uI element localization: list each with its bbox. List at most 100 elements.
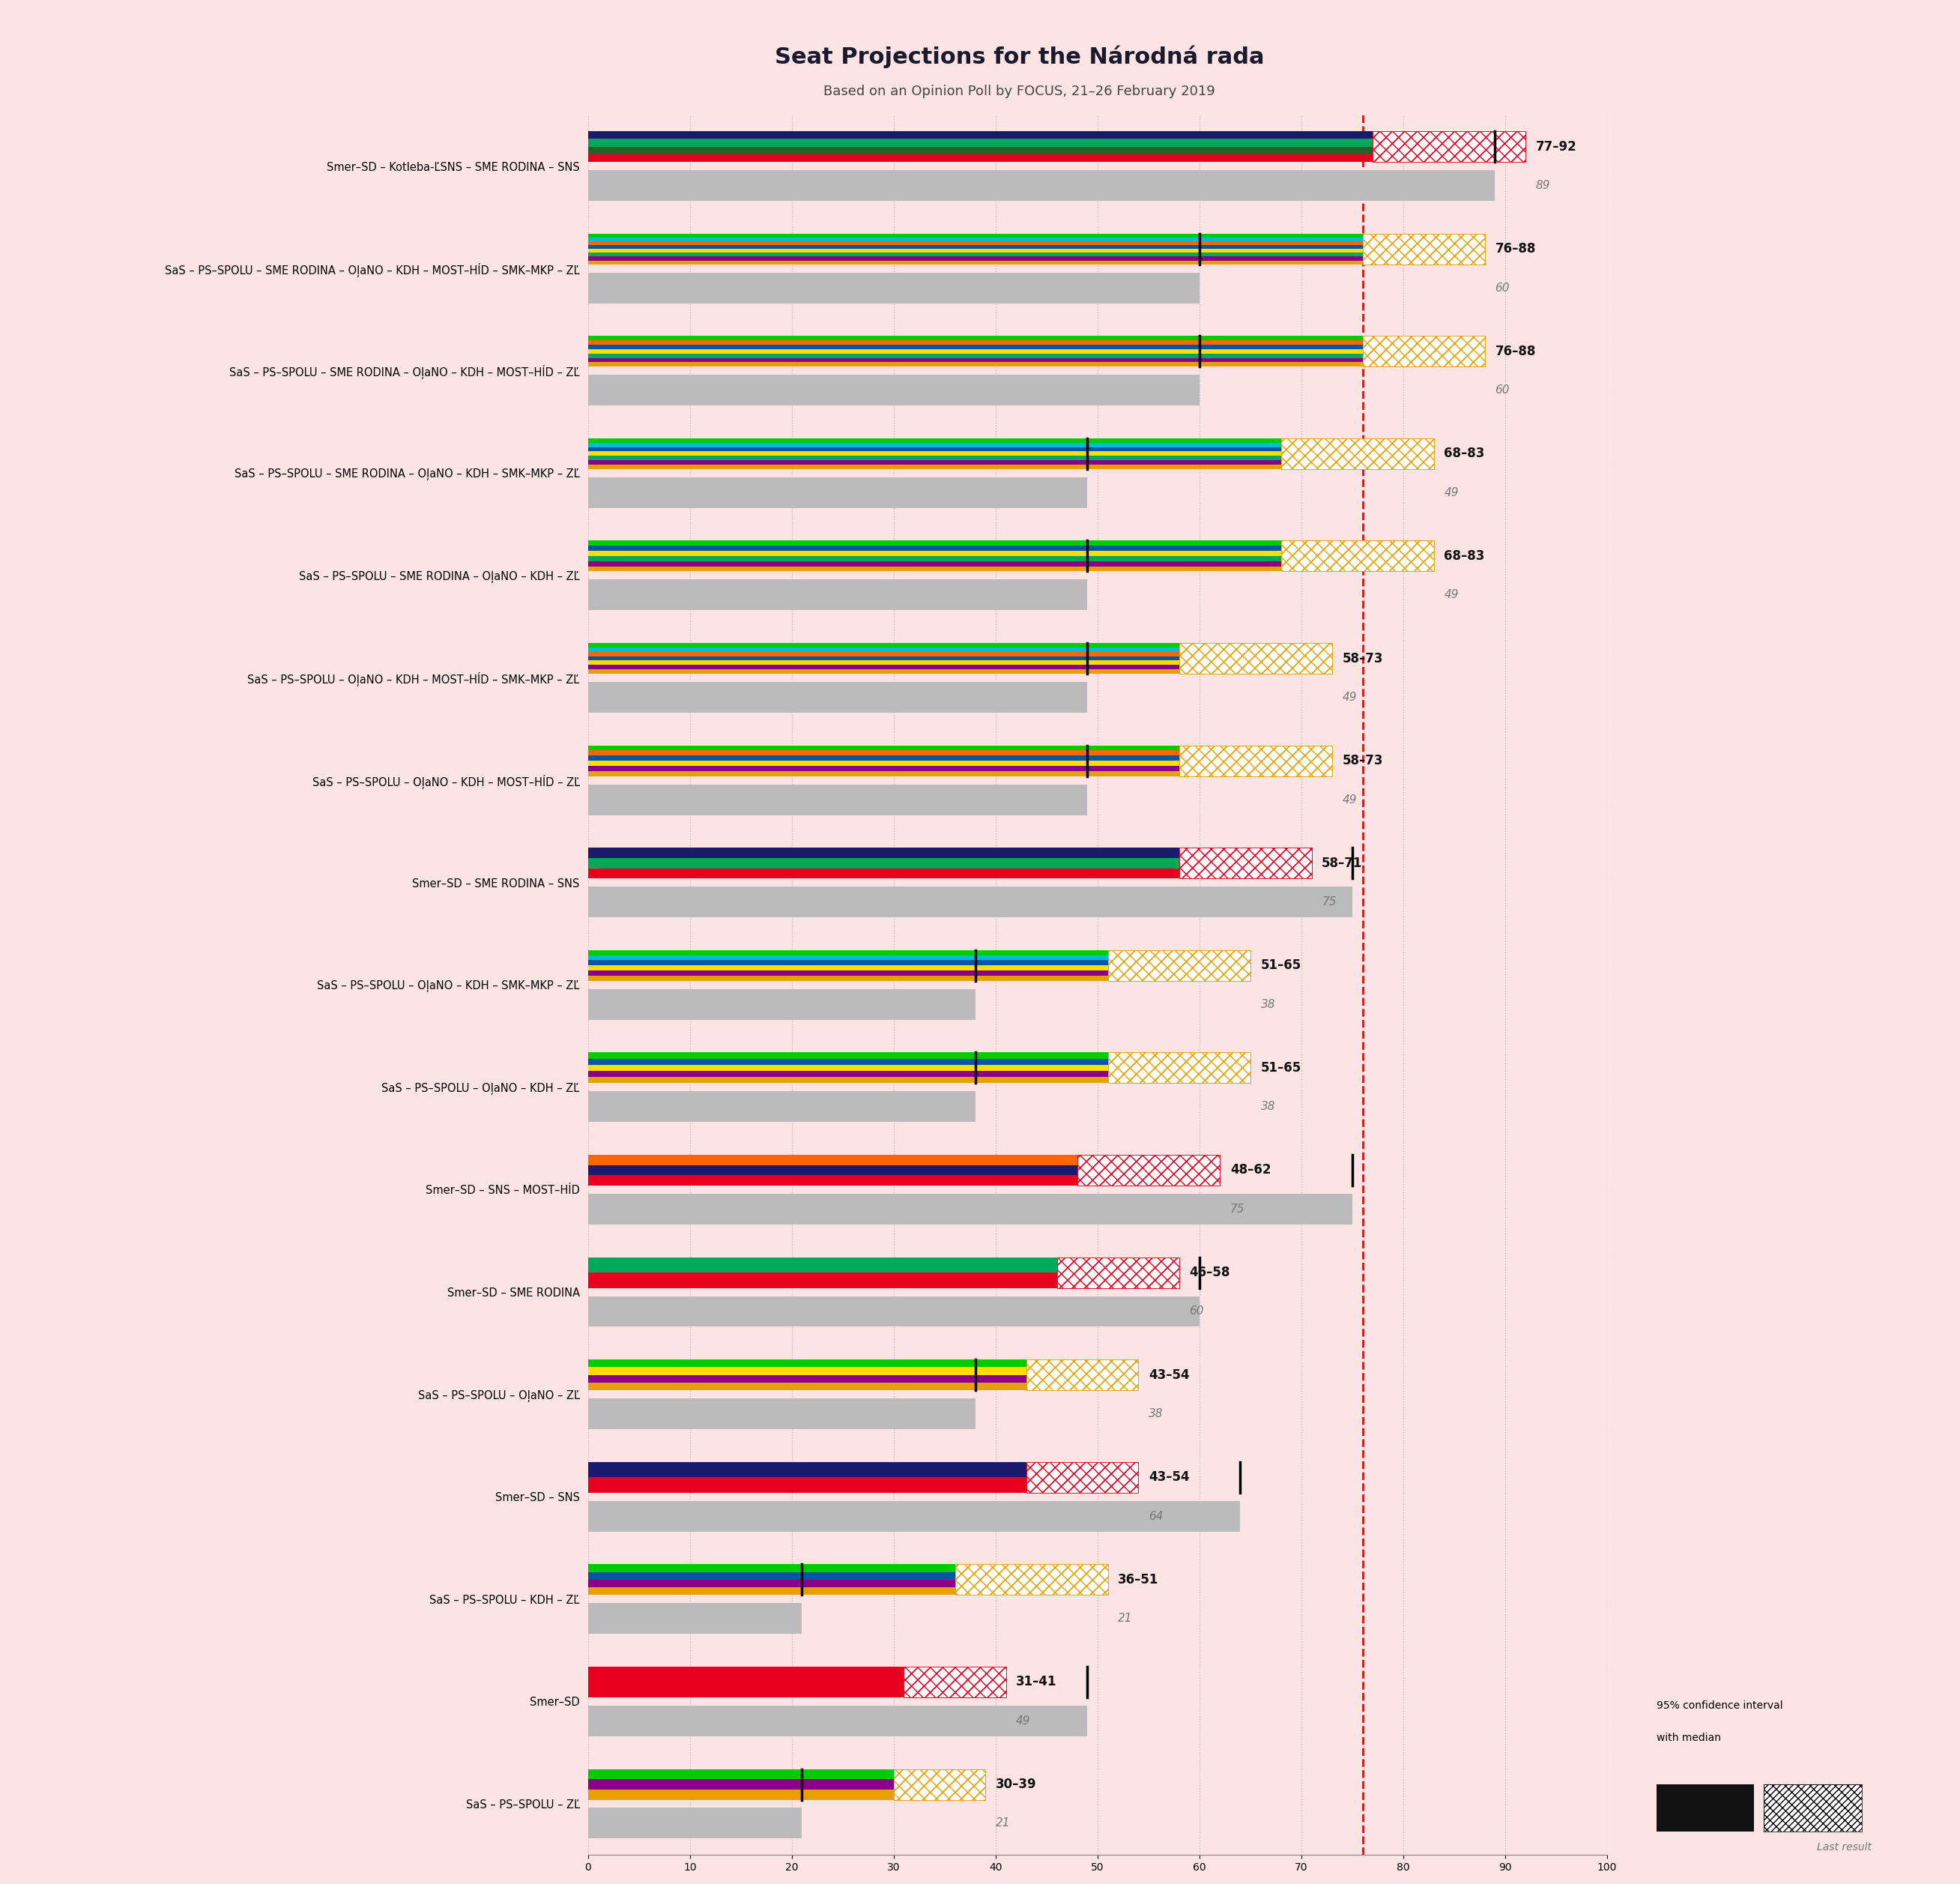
Bar bbox=[588, 1571, 955, 1579]
Bar bbox=[1027, 1462, 1139, 1492]
Text: 75: 75 bbox=[1231, 1204, 1245, 1215]
Text: 76–88: 76–88 bbox=[1495, 345, 1537, 358]
Bar bbox=[588, 1257, 1056, 1272]
Bar bbox=[588, 652, 1180, 656]
Bar bbox=[1056, 1257, 1180, 1289]
Bar bbox=[588, 260, 1362, 264]
Text: 49: 49 bbox=[1015, 1714, 1031, 1726]
Bar bbox=[1107, 1053, 1250, 1083]
Text: 75: 75 bbox=[1321, 897, 1337, 908]
Bar bbox=[1372, 132, 1525, 162]
Bar bbox=[588, 1477, 1027, 1492]
Bar bbox=[588, 580, 1088, 610]
Bar bbox=[588, 1502, 1241, 1532]
Bar bbox=[588, 147, 1372, 154]
Text: 49: 49 bbox=[1445, 590, 1458, 601]
Bar bbox=[588, 887, 1352, 918]
Bar bbox=[588, 1705, 1088, 1737]
Bar bbox=[588, 1053, 1107, 1059]
Bar bbox=[588, 541, 1282, 546]
Bar bbox=[904, 1667, 1005, 1697]
Bar bbox=[1107, 1053, 1250, 1083]
Bar bbox=[588, 1579, 955, 1588]
Bar bbox=[1078, 1155, 1219, 1185]
Bar bbox=[588, 456, 1282, 460]
Bar bbox=[588, 132, 1372, 139]
Bar bbox=[588, 848, 1180, 857]
Bar bbox=[588, 452, 1282, 456]
Bar bbox=[588, 767, 1180, 771]
Bar bbox=[588, 273, 1200, 303]
Text: Based on an Opinion Poll by FOCUS, 21–26 February 2019: Based on an Opinion Poll by FOCUS, 21–26… bbox=[823, 85, 1215, 98]
Text: with median: with median bbox=[1656, 1733, 1721, 1743]
Bar bbox=[955, 1564, 1107, 1596]
Bar bbox=[588, 1564, 955, 1571]
Bar bbox=[588, 1667, 904, 1697]
Bar bbox=[588, 1296, 1200, 1326]
Bar bbox=[588, 989, 976, 1019]
Bar bbox=[588, 439, 1282, 443]
Bar bbox=[588, 1383, 1027, 1390]
Bar bbox=[1282, 439, 1435, 469]
Text: 21: 21 bbox=[1117, 1613, 1133, 1624]
Text: 43–54: 43–54 bbox=[1149, 1471, 1190, 1485]
Bar bbox=[588, 375, 1200, 405]
Bar bbox=[1372, 132, 1525, 162]
Bar bbox=[588, 1176, 1078, 1185]
Bar bbox=[588, 567, 1282, 571]
Bar bbox=[1180, 848, 1311, 878]
Bar bbox=[1282, 439, 1435, 469]
Bar bbox=[1107, 1053, 1250, 1083]
Bar bbox=[588, 784, 1088, 816]
Bar bbox=[588, 550, 1282, 556]
Bar bbox=[1180, 746, 1333, 776]
Bar bbox=[1027, 1360, 1139, 1390]
Bar bbox=[1180, 848, 1311, 878]
Bar bbox=[588, 154, 1372, 162]
Bar bbox=[588, 755, 1180, 761]
Bar bbox=[588, 1368, 1027, 1375]
Text: 51–65: 51–65 bbox=[1260, 1061, 1301, 1074]
Bar bbox=[588, 1778, 894, 1790]
Bar bbox=[894, 1769, 986, 1799]
Bar bbox=[588, 1809, 802, 1839]
Bar bbox=[588, 256, 1362, 260]
Bar bbox=[588, 349, 1362, 354]
Text: 95% confidence interval: 95% confidence interval bbox=[1656, 1701, 1782, 1711]
Bar bbox=[588, 139, 1372, 147]
Bar bbox=[1372, 132, 1525, 162]
Bar bbox=[588, 1272, 1056, 1289]
Bar bbox=[588, 465, 1282, 469]
Bar bbox=[588, 561, 1282, 567]
Bar bbox=[588, 1194, 1352, 1225]
Bar bbox=[1362, 335, 1486, 367]
Bar bbox=[588, 1790, 894, 1799]
Text: 68–83: 68–83 bbox=[1445, 447, 1486, 460]
Bar bbox=[1362, 335, 1486, 367]
Bar bbox=[1180, 746, 1333, 776]
Bar bbox=[588, 1091, 976, 1123]
Text: 77–92: 77–92 bbox=[1537, 139, 1578, 153]
Bar bbox=[588, 354, 1362, 358]
Bar bbox=[588, 750, 1180, 755]
Bar bbox=[1362, 335, 1486, 367]
Bar bbox=[1027, 1360, 1139, 1390]
Bar bbox=[588, 761, 1180, 767]
Bar bbox=[588, 669, 1180, 674]
Bar bbox=[588, 252, 1362, 256]
Bar bbox=[588, 656, 1180, 661]
Bar bbox=[588, 1462, 1027, 1477]
Bar bbox=[588, 249, 1362, 252]
Bar bbox=[588, 447, 1282, 452]
Bar bbox=[904, 1667, 1005, 1697]
Bar bbox=[1107, 950, 1250, 982]
Text: 60: 60 bbox=[1495, 283, 1509, 294]
Bar bbox=[1362, 234, 1486, 264]
Bar bbox=[588, 245, 1362, 249]
Text: 36–51: 36–51 bbox=[1117, 1573, 1158, 1586]
Bar bbox=[1107, 950, 1250, 982]
Text: 51–65: 51–65 bbox=[1260, 959, 1301, 972]
Bar bbox=[1027, 1462, 1139, 1492]
Bar bbox=[588, 1070, 1107, 1078]
Bar bbox=[1078, 1155, 1219, 1185]
